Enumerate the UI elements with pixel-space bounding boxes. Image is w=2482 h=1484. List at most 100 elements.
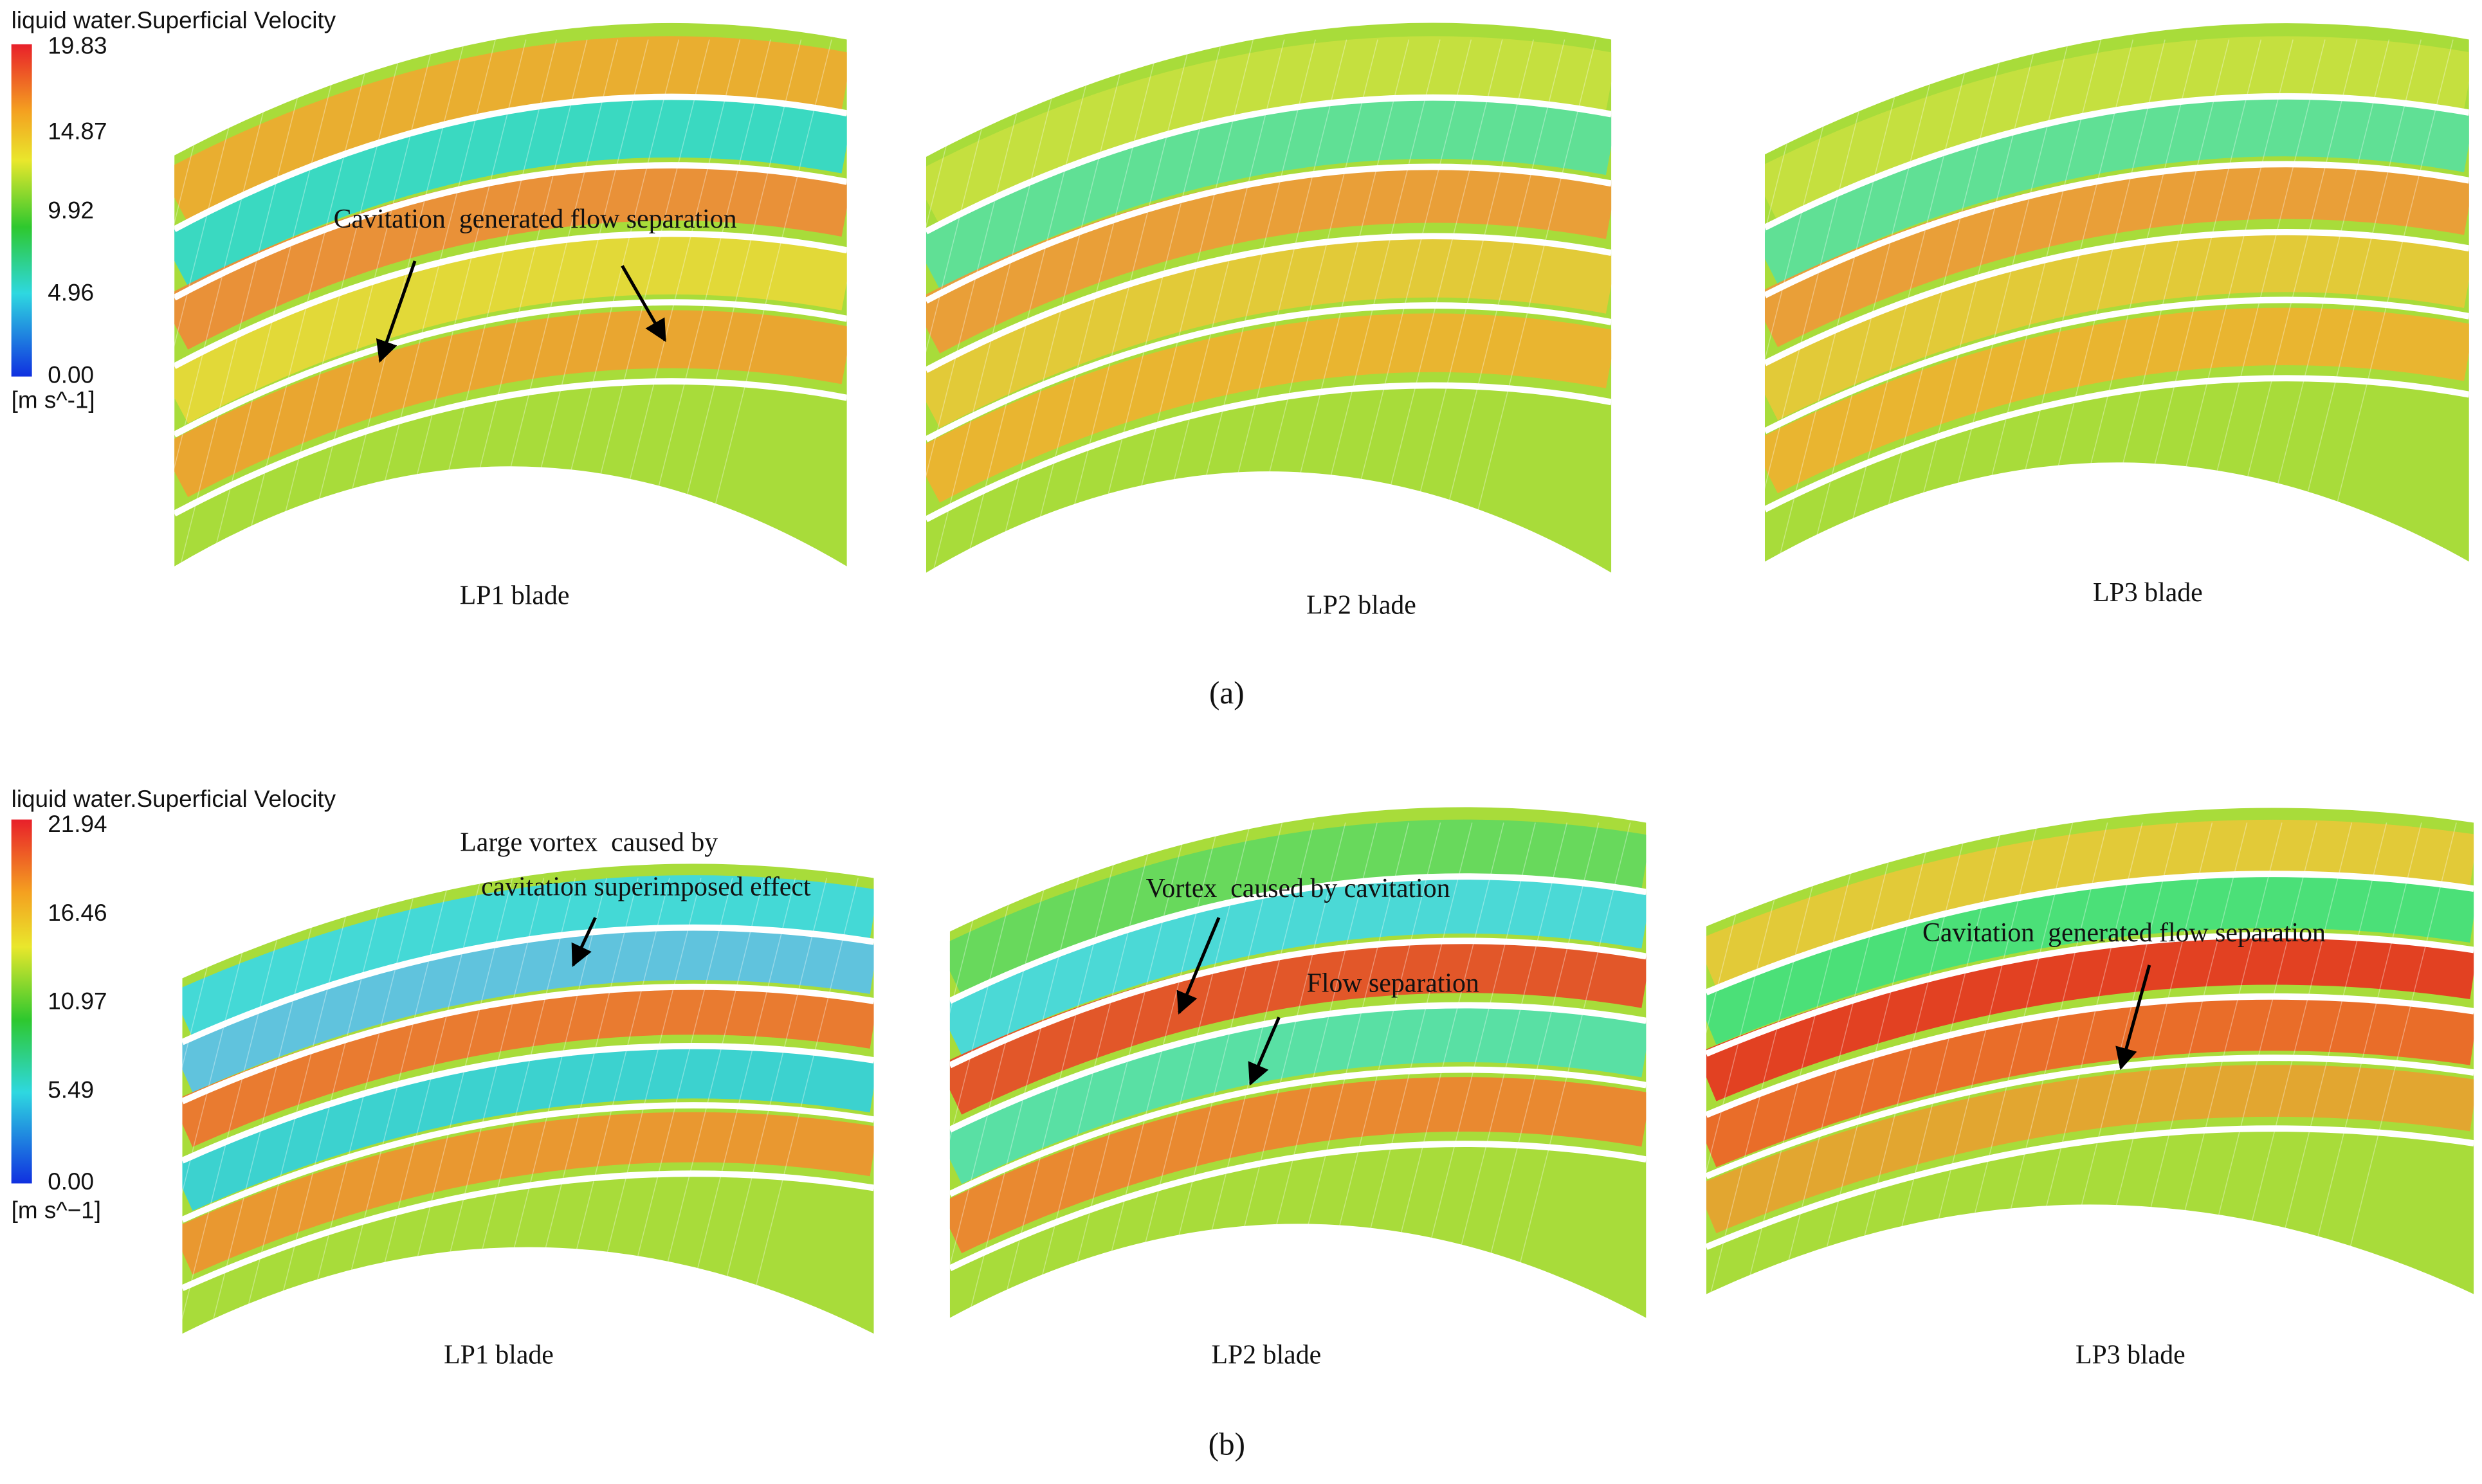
colorbar <box>11 44 32 377</box>
blade <box>949 1141 1647 1272</box>
flow-band <box>949 879 1647 1056</box>
blade <box>949 1002 1647 1133</box>
flow-hatch <box>1884 822 2003 1294</box>
flow-hatch <box>999 822 1125 1318</box>
colorbar-tick-label: 16.46 <box>48 900 107 926</box>
blade <box>1706 871 2474 995</box>
flow-hatch <box>1710 822 1829 1294</box>
flow-band <box>1764 98 2469 285</box>
blade <box>926 163 1612 304</box>
flow-hatch <box>302 39 435 566</box>
blade <box>1764 375 2469 512</box>
blade <box>1764 296 2469 434</box>
flow-hatch <box>1368 39 1503 573</box>
flow-image <box>182 864 874 1334</box>
flow-hatch <box>2233 822 2353 1294</box>
flow-band <box>182 984 874 1147</box>
flow-hatch <box>1119 39 1254 573</box>
blade <box>926 94 1612 235</box>
panel-label: (b) <box>1209 1427 1245 1462</box>
colorbar-tick-label: 21.94 <box>48 811 107 837</box>
flow-hatch <box>1906 39 2038 562</box>
flow-band <box>1706 932 2474 1101</box>
flow-hatch <box>1462 39 1596 573</box>
blade <box>1706 993 2474 1118</box>
flow-band <box>926 313 1612 503</box>
blade <box>182 983 874 1105</box>
flow-band <box>1706 819 2474 988</box>
annotation: Flow separation <box>1307 969 1479 999</box>
flow-hatch <box>1764 39 1877 562</box>
flow-image <box>926 23 1612 573</box>
flow-band <box>1706 1065 2474 1233</box>
flow-hatch <box>1031 822 1156 1318</box>
blade <box>926 382 1612 523</box>
arrow <box>621 265 666 343</box>
flow-hatch <box>1849 822 1969 1294</box>
blade <box>1706 1125 2474 1250</box>
flow-hatch <box>334 878 450 1334</box>
flow-band <box>926 36 1612 226</box>
arrow <box>2115 964 2151 1071</box>
flow-hatch <box>1063 822 1188 1318</box>
flow-hatch <box>2338 822 2457 1294</box>
flow-band <box>926 164 1612 354</box>
flow-image <box>949 807 1647 1318</box>
flow-band <box>174 99 847 287</box>
flow-hatch <box>2322 39 2454 562</box>
flow-band <box>949 1077 1647 1254</box>
flow-hatch <box>1057 39 1192 573</box>
arrow <box>1248 1017 1281 1086</box>
blade <box>174 93 847 232</box>
flow-hatch <box>1094 822 1219 1318</box>
flow-hatch <box>699 39 832 566</box>
flow-hatch <box>1764 39 1782 562</box>
flow-hatch <box>967 822 1093 1318</box>
blade <box>1764 93 2469 231</box>
flow-hatch <box>2225 39 2358 562</box>
flow-band <box>949 1008 1647 1184</box>
flow-band <box>1764 234 2469 421</box>
flow-band <box>926 239 1612 428</box>
flow-band <box>1706 999 2474 1168</box>
blade <box>182 1102 874 1223</box>
blade <box>926 233 1612 373</box>
flow-band <box>182 1112 874 1275</box>
flow-hatch <box>363 39 496 566</box>
image-caption: LP2 blade <box>1306 590 1416 620</box>
annotation: cavitation superimposed effect <box>481 872 811 901</box>
image-caption: LP1 blade <box>444 1341 554 1370</box>
blade <box>182 924 874 1045</box>
flow-band <box>182 1048 874 1211</box>
annotation: Large vortex caused by <box>460 828 718 858</box>
flow-hatch <box>1410 822 1536 1318</box>
blade <box>174 299 847 438</box>
flow-band <box>1764 161 2469 347</box>
colorbar-title: liquid water.Superficial Velocity <box>12 7 336 33</box>
colorbar-unit: [m s^-1] <box>12 387 95 413</box>
flow-hatch <box>174 39 282 566</box>
flow-hatch <box>1919 822 2038 1294</box>
blade <box>1706 932 2474 1057</box>
flow-image <box>1706 808 2474 1294</box>
flow-band <box>174 236 847 424</box>
flow-hatch <box>366 878 482 1334</box>
flow-hatch <box>1026 39 1160 573</box>
flow-band <box>949 938 1647 1115</box>
flow-hatch <box>668 39 802 566</box>
annotation: Cavitation generated flow separation <box>1922 918 2326 948</box>
flow-band <box>174 36 847 224</box>
colorbar-title: liquid water.Superficial Velocity <box>12 786 336 812</box>
flow-hatch <box>963 39 1098 573</box>
flow-hatch <box>1126 822 1251 1318</box>
blade <box>1706 1054 2474 1179</box>
blade <box>182 1042 874 1164</box>
flow-hatch <box>649 878 765 1334</box>
panel-label: (a) <box>1209 675 1245 710</box>
colorbar-tick-label: 10.97 <box>48 988 107 1015</box>
flow-hatch <box>1744 822 1864 1294</box>
flow-hatch <box>272 878 387 1334</box>
blade <box>182 1170 874 1291</box>
annotation: Vortex caused by cavitation <box>1146 874 1450 903</box>
colorbar-tick-label: 5.49 <box>48 1077 94 1103</box>
